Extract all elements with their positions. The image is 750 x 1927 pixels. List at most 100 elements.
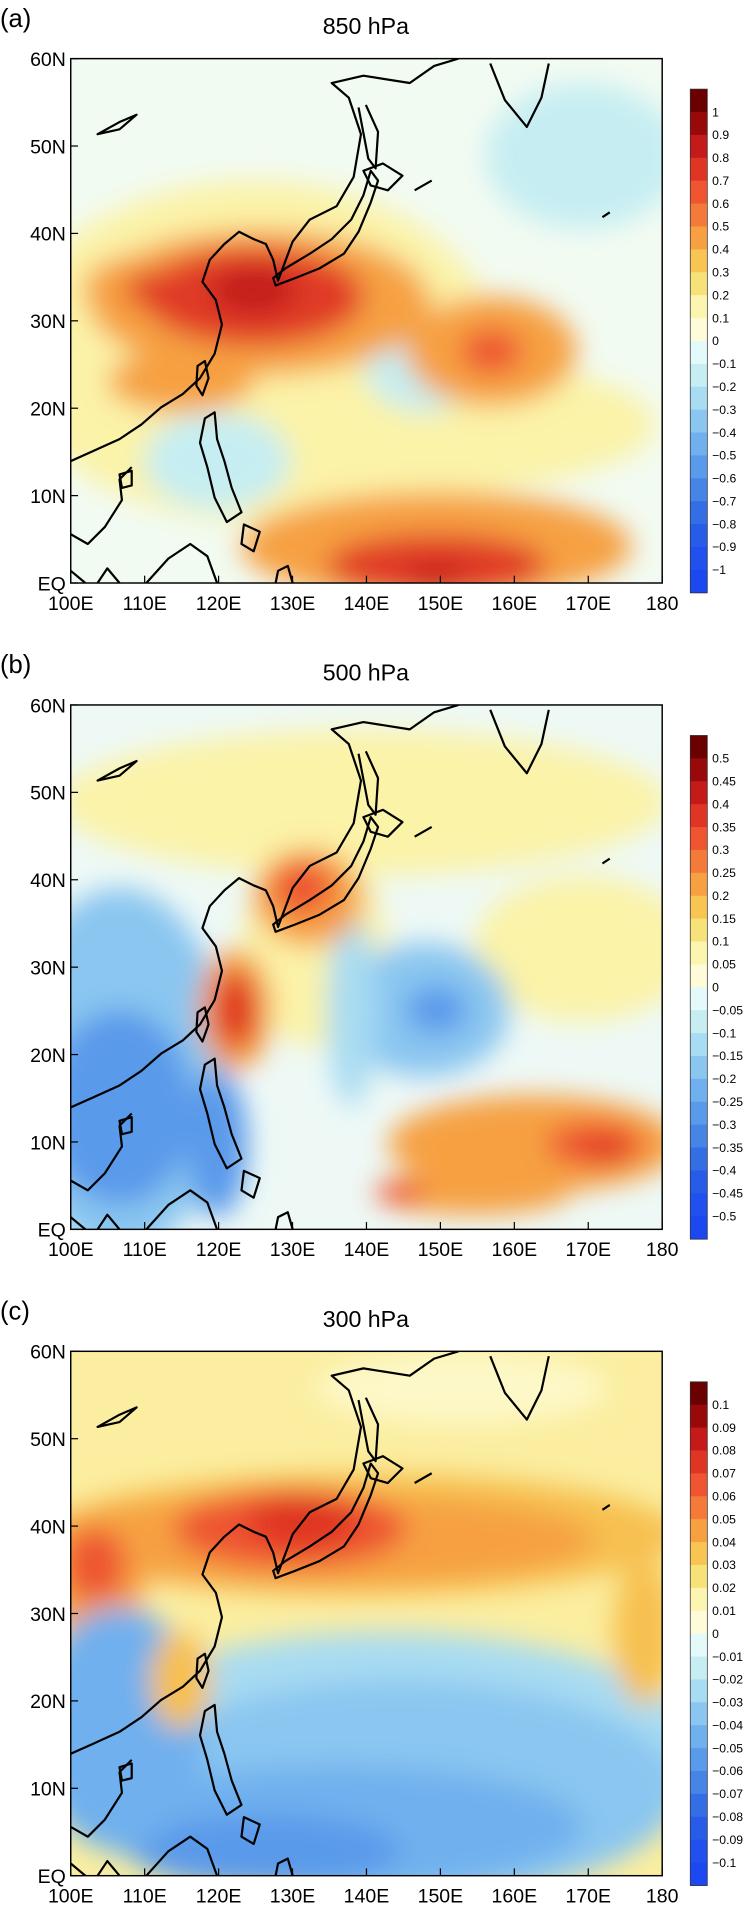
colorbar-label: −0.15	[712, 1049, 743, 1063]
colorbar-label: −0.05	[712, 1003, 743, 1017]
colorbar-swatch	[690, 758, 708, 782]
colorbar-label: −0.8	[712, 517, 736, 531]
map-field	[70, 704, 663, 1230]
colorbar-label: 0.09	[712, 1421, 736, 1435]
colorbar-swatch	[690, 1702, 708, 1726]
colorbar-label: −0.5	[712, 1209, 736, 1223]
colorbar-swatch	[690, 134, 708, 159]
shading	[70, 83, 663, 584]
colorbar-swatch	[690, 1725, 708, 1749]
colorbar-label: −0.3	[712, 403, 736, 417]
lat-tick-label: 40N	[30, 870, 66, 892]
colorbar-label: −0.4	[712, 426, 736, 440]
map-field	[70, 58, 663, 584]
shading-blob	[131, 1814, 400, 1876]
lon-tick-label: 100E	[48, 1886, 94, 1908]
colorbar-label: 0.01	[712, 1604, 736, 1618]
colorbar-swatch	[690, 1564, 708, 1589]
colorbar-label: 0.02	[712, 1581, 736, 1595]
colorbar-label: 0	[712, 981, 719, 995]
colorbar-swatch	[690, 872, 708, 897]
colorbar-label: −0.25	[712, 1095, 743, 1109]
colorbar-frame	[689, 88, 708, 594]
colorbar-swatch	[690, 987, 708, 1011]
lon-tick-label: 170E	[565, 593, 611, 615]
colorbar-label: 0.9	[712, 128, 729, 142]
colorbar-swatch	[690, 1147, 708, 1171]
colorbar-swatch	[690, 1010, 708, 1034]
lon-tick-label: 140E	[344, 1239, 390, 1261]
colorbar-label: 0.15	[712, 912, 736, 926]
colorbar-swatch	[690, 546, 708, 571]
colorbar-swatch	[690, 1610, 708, 1635]
colorbar-swatch	[690, 318, 708, 342]
colorbar-label: −0.2	[712, 380, 736, 394]
lon-tick-label: 110E	[123, 593, 167, 615]
shading-blob	[125, 272, 187, 309]
colorbar-label: 0.06	[712, 1490, 736, 1504]
colorbar-swatch	[690, 918, 708, 942]
colorbar-label: 0.3	[712, 266, 729, 280]
colorbar-swatch	[690, 735, 708, 759]
colorbar-swatch	[690, 781, 708, 805]
lat-tick-label: 10N	[30, 1132, 66, 1154]
shading-blob	[473, 875, 663, 1023]
lat-tick-label: 40N	[30, 1516, 66, 1538]
lon-tick-label: 150E	[418, 593, 464, 615]
colorbar-label: −0.4	[712, 1164, 736, 1178]
colorbar-swatch	[690, 180, 708, 205]
shading-blob	[375, 1180, 425, 1205]
colorbar-swatch	[690, 1473, 708, 1497]
colorbar-swatch	[690, 432, 708, 456]
colorbar-label: −0.06	[712, 1764, 743, 1778]
colorbar-swatch	[690, 1216, 708, 1240]
colorbar-swatch	[690, 89, 708, 113]
lon-tick-label: 110E	[123, 1886, 167, 1908]
colorbar-swatch	[690, 1793, 708, 1818]
colorbar-label: −0.05	[712, 1741, 743, 1755]
shading-blob	[314, 1351, 608, 1425]
shading-blob	[210, 265, 297, 315]
colorbar-swatch	[690, 1633, 708, 1658]
colorbar-swatch	[690, 112, 708, 136]
colorbar-swatch	[690, 1078, 708, 1103]
shading-blob	[271, 861, 333, 915]
lon-tick-label: 130E	[270, 593, 316, 615]
colorbar-swatch	[690, 804, 708, 828]
lon-tick-label: 160E	[492, 1239, 538, 1261]
shading-blob	[70, 729, 663, 876]
shading-blob	[143, 412, 291, 510]
colorbar-label: 0.6	[712, 197, 729, 211]
lon-tick-label: 170E	[565, 1886, 611, 1908]
colorbar-label: −0.03	[712, 1696, 743, 1710]
colorbar-swatch	[690, 849, 708, 874]
colorbar-swatch	[690, 501, 708, 525]
lat-tick-label: 10N	[30, 1779, 66, 1801]
colorbar-swatch	[690, 1450, 708, 1474]
shading-blob	[107, 351, 254, 413]
colorbar-swatch	[690, 455, 708, 479]
colorbar-swatch	[690, 569, 708, 594]
colorbar-label: −0.1	[712, 1026, 736, 1040]
lon-tick-label: 170E	[565, 1239, 611, 1261]
colorbar-label: −0.1	[712, 357, 736, 371]
colorbar-label: −0.02	[712, 1673, 743, 1687]
colorbar-label: −0.3	[712, 1118, 736, 1132]
colorbar-label: 0.45	[712, 775, 736, 789]
colorbar-label: −0.1	[712, 1856, 736, 1870]
shading	[70, 1351, 663, 1876]
colorbar-swatch	[690, 340, 708, 365]
shading-blob	[582, 1137, 632, 1163]
shading-blob	[186, 1070, 248, 1218]
colorbar-label: 0.2	[712, 288, 729, 302]
shading-blob	[326, 534, 547, 584]
lat-tick-label: 20N	[30, 399, 66, 421]
colorbar-frame	[689, 735, 708, 1240]
colorbar-swatch	[690, 272, 708, 296]
lon-tick-label: 100E	[48, 593, 94, 615]
lon-tick-label: 120E	[196, 1239, 242, 1261]
